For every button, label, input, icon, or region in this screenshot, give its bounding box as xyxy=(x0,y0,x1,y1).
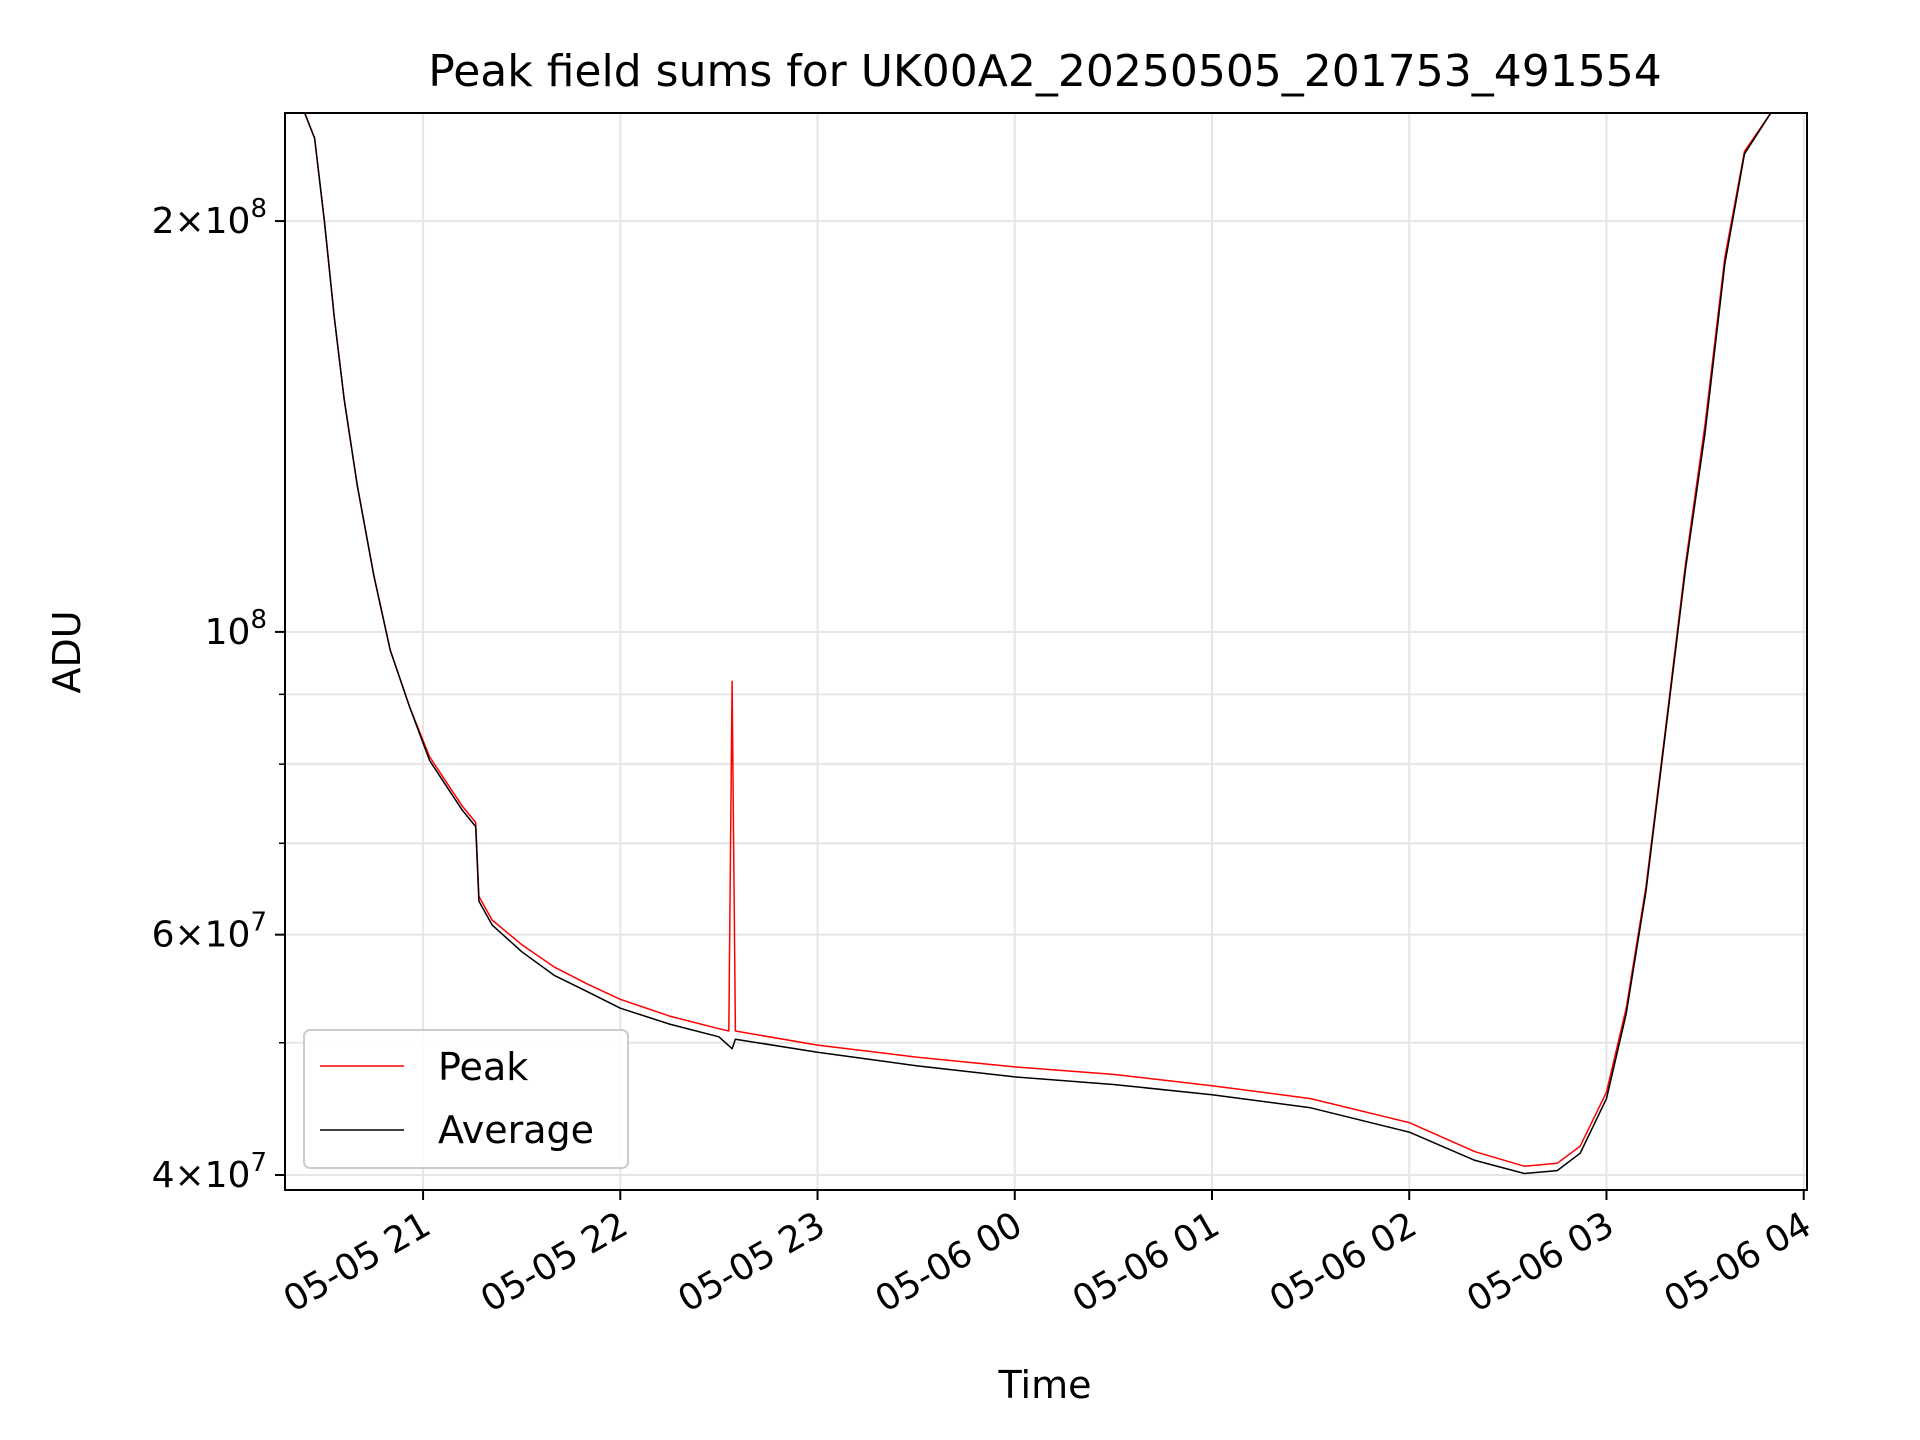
grid xyxy=(285,113,1807,1190)
y-tick-label: 6×107 xyxy=(152,908,267,956)
y-tick-label: 108 xyxy=(205,605,267,653)
x-axis-label: Time xyxy=(998,1363,1092,1407)
legend-box xyxy=(303,1029,629,1169)
series-area xyxy=(285,113,1807,1175)
legend: Peak Average xyxy=(303,1029,629,1169)
series-line-average xyxy=(285,113,1807,1175)
plot-frame xyxy=(284,112,1808,1191)
legend-label-peak: Peak xyxy=(438,1045,528,1089)
y-tick-label: 4×107 xyxy=(152,1148,267,1196)
y-axis-label: ADU xyxy=(45,610,89,693)
chart-title: Peak field sums for UK00A2_20250505_2017… xyxy=(428,46,1661,97)
y-tick-label: 2×108 xyxy=(152,194,267,242)
legend-label-average: Average xyxy=(438,1108,594,1152)
